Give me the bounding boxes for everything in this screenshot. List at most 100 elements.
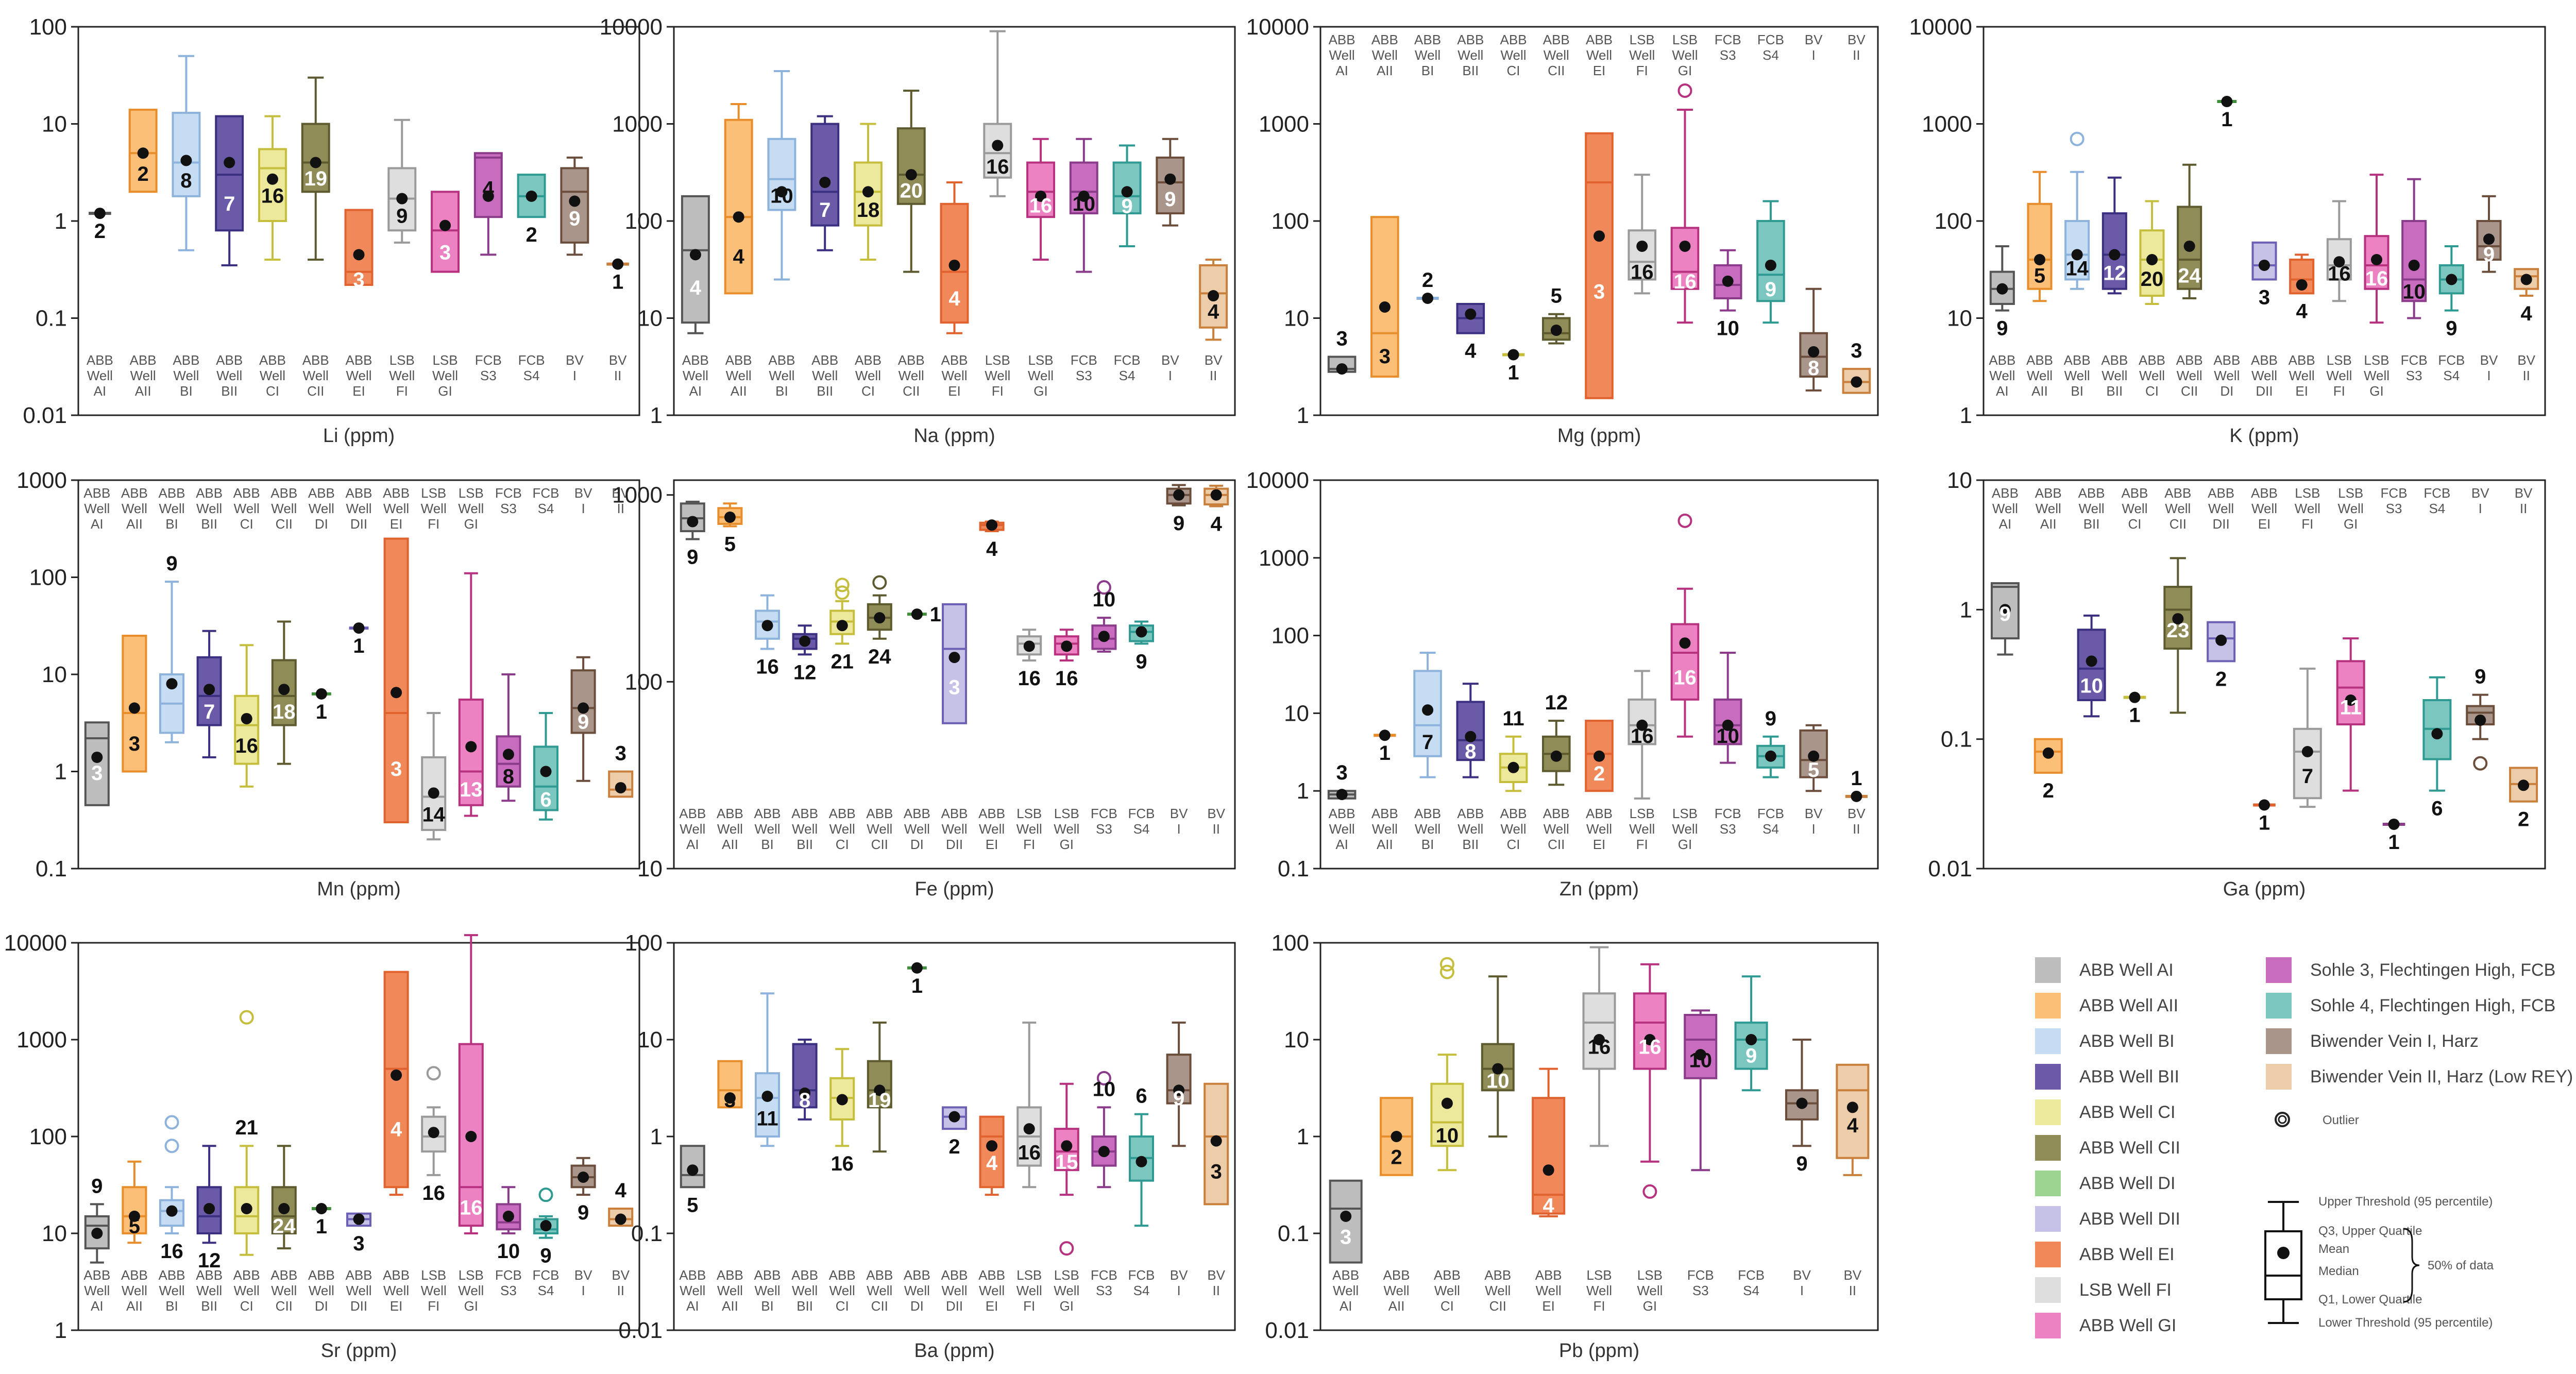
mean-marker (1422, 293, 1434, 304)
plot-frame (1319, 479, 1879, 870)
category-label: Well (383, 501, 409, 516)
category-label: AI (1340, 1298, 1352, 1314)
mean-marker (2221, 96, 2233, 108)
box-AII: 3 (717, 1060, 743, 1112)
category-label: FCB (533, 485, 560, 501)
sample-count-label: 9 (578, 710, 589, 733)
mean-marker (526, 190, 537, 202)
category-label: Well (2338, 501, 2364, 516)
mean-marker (948, 259, 960, 271)
sample-count-label: 9 (1173, 1087, 1184, 1110)
sample-count-label: 24 (868, 646, 891, 668)
legend-swatch (2035, 1099, 2061, 1125)
sample-count-label: 8 (1465, 740, 1476, 763)
category-label: BV (2517, 352, 2535, 368)
box-EI: 2 (1585, 720, 1614, 792)
box-CI: 16 (258, 115, 287, 261)
category-label: FCB (2438, 352, 2465, 368)
y-tick-label: 1 (55, 759, 67, 785)
sample-count-label: 4 (615, 1179, 627, 1202)
box-iqr (122, 1186, 147, 1235)
category-label: ABB (768, 352, 795, 368)
box-iqr (431, 191, 460, 273)
category-label: CII (307, 383, 324, 399)
category-label: LSB (1028, 352, 1053, 368)
box-EI: 4 (979, 519, 1005, 561)
category-label: I (1800, 1283, 1804, 1298)
legend-label: ABB Well AII (2079, 996, 2178, 1015)
box-BI: 11 (754, 992, 781, 1147)
box-BVII: 1 (606, 258, 629, 294)
sample-count-label: 18 (273, 701, 296, 723)
x-axis-title: Pb (ppm) (1559, 1340, 1639, 1362)
category-label: ABB (196, 485, 223, 501)
mean-marker (241, 1203, 252, 1215)
outlier-marker (872, 575, 887, 590)
category-label: GI (1643, 1298, 1657, 1314)
sample-count-label: 2 (2518, 808, 2529, 831)
category-label: ABB (2064, 352, 2091, 368)
mean-marker (689, 249, 701, 261)
category-label: ABB (1371, 32, 1398, 47)
sample-count-label: 4 (948, 287, 960, 310)
category-label: Well (769, 368, 794, 383)
sample-count-label: 16 (986, 156, 1009, 178)
category-label: FCB (1757, 32, 1784, 47)
sample-count-label: 7 (2302, 765, 2313, 788)
sample-count-label: 12 (1545, 691, 1568, 714)
category-label: DI (910, 837, 924, 852)
box-FI: 14 (421, 712, 447, 841)
box-iqr (896, 127, 926, 205)
category-label: FI (992, 383, 1004, 399)
mean-marker (1208, 290, 1219, 302)
category-label: BV (2471, 485, 2489, 501)
sample-count-label: 10 (1486, 1070, 1510, 1092)
category-label: GI (1678, 63, 1692, 78)
category-label: Well (1500, 821, 1526, 837)
category-label: BV (1205, 352, 1223, 368)
mean-marker (1507, 349, 1519, 361)
sample-count-label: 8 (180, 169, 192, 192)
outlier-marker (426, 1066, 441, 1081)
category-label: ABB (259, 352, 286, 368)
category-label: LSB (421, 485, 446, 501)
box-DII: 3 (941, 603, 968, 724)
sample-count-label: 16 (1055, 667, 1078, 690)
mean-marker (2345, 694, 2357, 706)
category-label: Well (717, 1283, 743, 1298)
box-iqr (1054, 635, 1079, 656)
box-iqr (1628, 229, 1657, 281)
box-CII: 18 (271, 620, 297, 765)
category-label: ABB (791, 1267, 818, 1283)
y-tick-label: 1 (1297, 778, 1309, 804)
category-label: DI (2220, 383, 2233, 399)
sample-count-label: 9 (2446, 317, 2457, 340)
category-label: BV (1843, 1267, 1861, 1283)
sample-count-label: 4 (483, 178, 495, 200)
mean-marker (2301, 746, 2313, 758)
sample-count-label: 11 (756, 1108, 778, 1130)
category-label: AI (1335, 837, 1348, 852)
category-label: FI (428, 516, 439, 532)
mean-marker (1745, 1034, 1757, 1045)
sample-count-label: 16 (1018, 1141, 1041, 1164)
mean-marker (2388, 818, 2400, 830)
mean-marker (799, 1087, 811, 1099)
sample-count-label: 16 (1588, 1036, 1611, 1059)
box-iqr (1156, 156, 1185, 215)
category-label: I (2479, 501, 2482, 516)
box-CII: 24 (867, 575, 892, 668)
mean-marker (724, 1092, 736, 1104)
box-CII: 20 (896, 89, 926, 273)
y-tick-label: 1 (1297, 403, 1309, 428)
mean-marker (1336, 363, 1348, 375)
category-label: CII (2181, 383, 2198, 399)
category-label: BV (612, 1267, 630, 1283)
sample-count-label: 10 (2080, 674, 2103, 697)
category-label: FCB (1128, 1267, 1155, 1283)
mean-marker (986, 519, 998, 531)
sample-count-label: 20 (900, 179, 923, 202)
y-tick-label: 0.1 (1941, 727, 1972, 752)
box-CI: 21 (829, 578, 855, 673)
